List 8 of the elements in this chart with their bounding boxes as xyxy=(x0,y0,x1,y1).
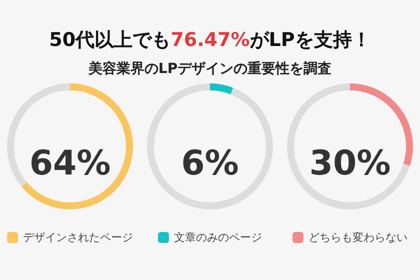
text: 6% xyxy=(181,143,239,184)
text: 美容業界のLPデザインの重要性を調査 xyxy=(87,60,333,79)
legend-label: 文章のみのページ xyxy=(174,231,262,244)
text: 50代以上でも76.47%がLPを支持！ xyxy=(48,28,372,52)
text: 64% xyxy=(29,143,111,184)
legend-label: デザインされたページ xyxy=(23,231,133,244)
text: 30% xyxy=(309,143,391,184)
legend-label: どちらも変わらない xyxy=(308,231,408,244)
